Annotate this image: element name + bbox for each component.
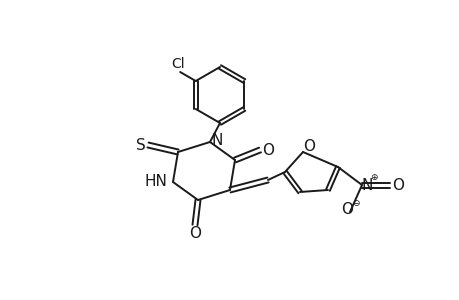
Text: O: O bbox=[340, 202, 352, 217]
Text: O: O bbox=[391, 178, 403, 193]
Text: ⊖: ⊖ bbox=[352, 200, 359, 208]
Text: N: N bbox=[211, 133, 222, 148]
Text: N: N bbox=[360, 178, 372, 193]
Text: S: S bbox=[136, 137, 146, 152]
Text: O: O bbox=[302, 139, 314, 154]
Text: Cl: Cl bbox=[171, 57, 185, 71]
Text: ⊕: ⊕ bbox=[369, 172, 377, 182]
Text: HN: HN bbox=[144, 175, 167, 190]
Text: O: O bbox=[262, 142, 274, 158]
Text: O: O bbox=[189, 226, 201, 242]
